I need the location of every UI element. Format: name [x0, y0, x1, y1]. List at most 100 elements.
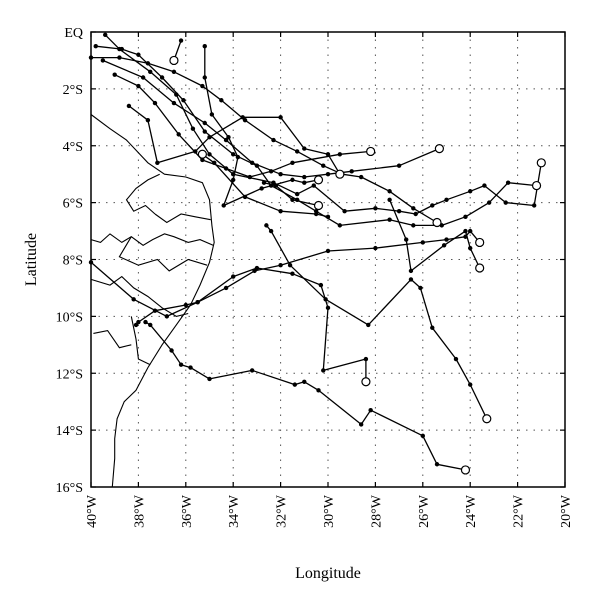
track-point: [164, 314, 170, 319]
state-border: [93, 329, 132, 349]
track-point: [302, 180, 307, 185]
track-point: [387, 197, 392, 202]
track-point: [169, 348, 174, 353]
track-point: [434, 462, 440, 467]
track-point: [316, 388, 321, 393]
state-border: [154, 213, 211, 224]
y-tick-label: 2°S: [63, 83, 83, 98]
track-point: [430, 325, 435, 330]
track-point: [178, 362, 184, 367]
track-point: [366, 322, 371, 328]
track-point: [136, 52, 141, 57]
track-point: [252, 268, 257, 274]
track-point: [349, 169, 354, 174]
track-point: [302, 146, 307, 151]
track-start-marker: [434, 143, 444, 154]
y-tick-label: 16°S: [56, 481, 83, 496]
track-point: [358, 174, 364, 180]
track-point: [468, 228, 473, 234]
track-9: [133, 265, 371, 387]
track-point: [531, 203, 537, 208]
track-point: [231, 152, 236, 157]
track-point: [171, 100, 177, 106]
track-point: [387, 189, 392, 194]
track-point: [420, 433, 425, 439]
track-line: [95, 45, 537, 227]
track-point: [311, 183, 316, 188]
track-point: [159, 75, 165, 80]
track-point: [418, 285, 423, 291]
track-start-marker: [536, 158, 546, 168]
coastline: [90, 114, 215, 488]
track-point: [117, 55, 122, 60]
track-point: [171, 69, 177, 75]
track-point: [441, 243, 447, 248]
track-point: [207, 135, 212, 140]
track-point: [373, 245, 378, 251]
track-4: [100, 58, 444, 180]
track-point: [278, 115, 283, 120]
track-point: [463, 234, 468, 239]
track-point: [325, 248, 331, 254]
track-point: [290, 160, 295, 166]
track-point: [413, 211, 418, 217]
track-point: [396, 163, 402, 168]
x-tick-label: 24°W: [464, 494, 479, 528]
track-point: [503, 200, 508, 205]
track-point: [373, 206, 378, 211]
track-point: [342, 208, 347, 214]
track-point: [202, 120, 207, 126]
track-point: [363, 356, 369, 362]
track-point: [486, 200, 492, 205]
track-point: [195, 299, 200, 305]
track-point: [294, 149, 300, 154]
state-border: [90, 233, 214, 246]
track-point: [273, 183, 279, 188]
track-point: [278, 262, 283, 268]
track-point: [145, 117, 151, 123]
track-point: [100, 58, 106, 63]
track-point: [323, 297, 328, 302]
track-point: [188, 365, 193, 370]
track-point: [411, 223, 416, 228]
track-point: [181, 98, 186, 103]
x-tick-label: 22°W: [512, 494, 527, 528]
track-point: [278, 171, 283, 177]
track-point: [148, 69, 153, 75]
track-point: [202, 75, 207, 80]
track-point: [209, 112, 215, 117]
track-point: [193, 149, 198, 154]
track-point: [420, 240, 425, 245]
track-point: [321, 163, 326, 168]
track-line: [263, 182, 319, 207]
track-point: [231, 177, 236, 183]
y-axis-title: Latitude: [23, 233, 40, 286]
track-point: [200, 157, 205, 163]
track-8: [143, 319, 471, 475]
track-start-marker: [366, 146, 376, 157]
track-point: [396, 208, 402, 214]
track-point: [271, 137, 276, 143]
track-point: [103, 32, 108, 38]
track-start-marker: [482, 414, 492, 424]
track-point: [249, 368, 255, 373]
track-point: [358, 422, 364, 427]
track-point: [444, 197, 449, 202]
track-5: [103, 32, 546, 217]
track-point: [240, 115, 245, 120]
track-11: [387, 197, 485, 274]
track-point: [152, 100, 158, 106]
track-start-marker: [313, 200, 324, 211]
track-point: [202, 129, 207, 134]
track-point: [219, 98, 224, 103]
track-point: [463, 228, 468, 234]
x-tick-label: 40°W: [85, 494, 100, 528]
axis-ticks: EQ 2°S 4°S 6°S 8°S 10°S 12°S 14°S 16°S40°W 38°W 36…: [56, 26, 574, 528]
track-start-marker: [475, 237, 485, 248]
state-border: [130, 316, 151, 366]
x-tick-label: 32°W: [275, 494, 290, 528]
track-point: [325, 305, 331, 311]
x-tick-label: 26°W: [417, 494, 432, 528]
track-point: [200, 83, 205, 89]
x-tick-label: 28°W: [369, 494, 384, 528]
